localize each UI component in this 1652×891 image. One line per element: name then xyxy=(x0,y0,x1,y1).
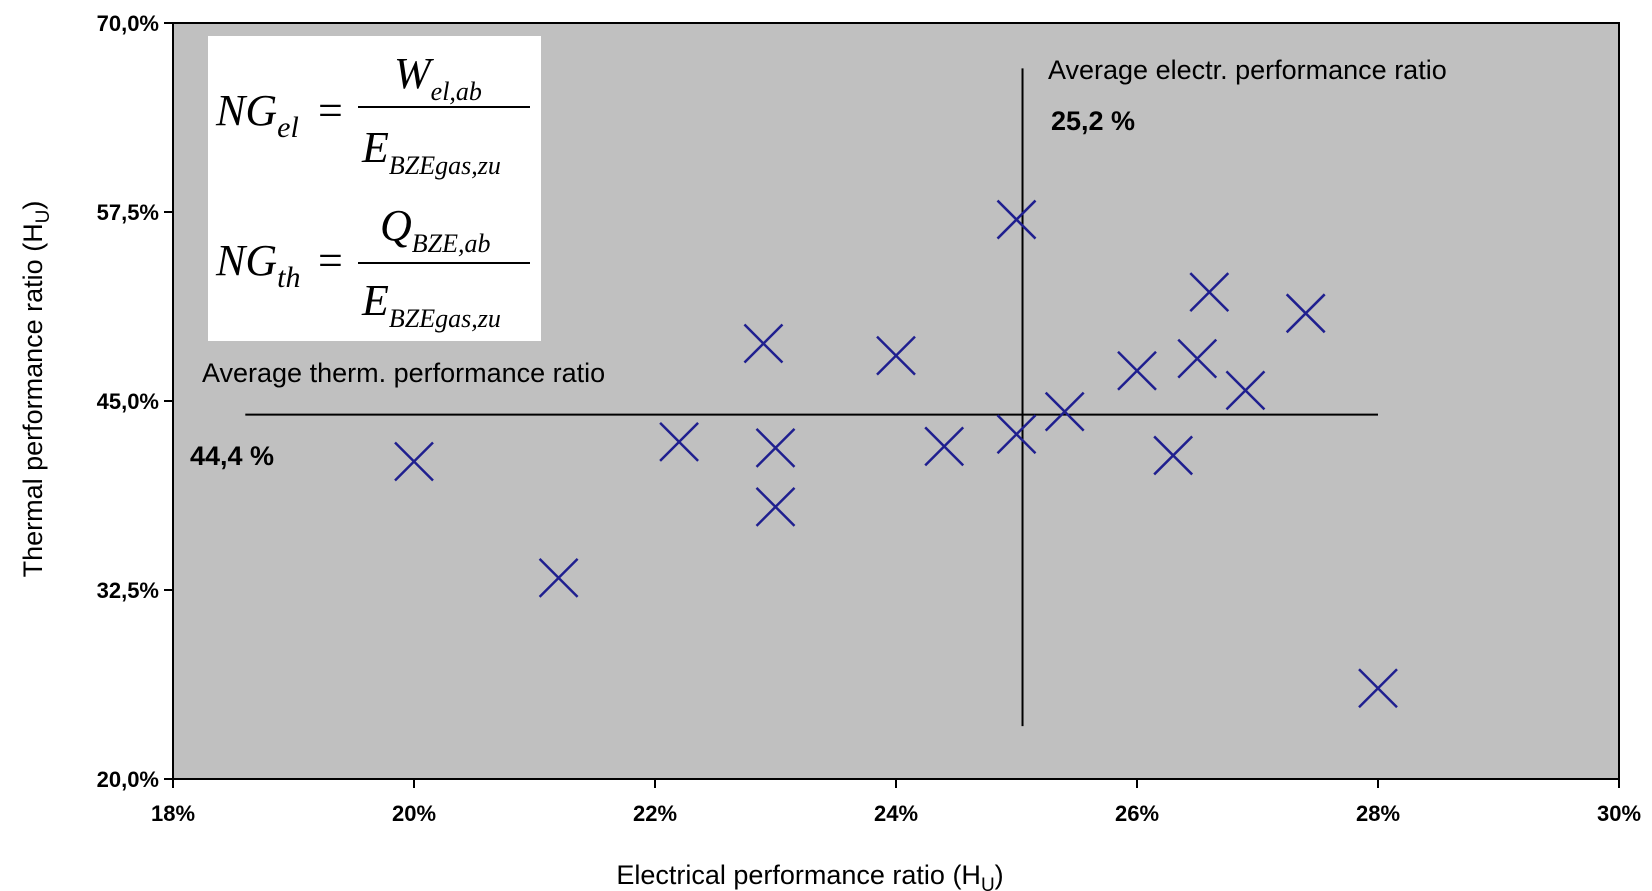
x-tick-label: 20% xyxy=(392,801,436,826)
formula-1-numerator: Wel,ab xyxy=(394,49,482,106)
y-axis-title: Thermal performance ratio (HU) xyxy=(18,201,54,578)
y-tick-label: 20,0% xyxy=(97,767,159,792)
data-point xyxy=(538,558,579,598)
formula-2-equals: = xyxy=(318,236,343,285)
formula-2-numerator: QBZE,ab xyxy=(380,201,491,258)
data-point xyxy=(876,335,916,376)
average-electr-value: 25,2 % xyxy=(1051,106,1135,136)
average-therm-value: 44,4 % xyxy=(190,441,274,471)
average-therm-label: Average therm. performance ratio xyxy=(202,358,605,388)
data-point xyxy=(1117,350,1157,391)
data-point xyxy=(1044,391,1085,432)
formula-box: NGel = Wel,ab EBZEgas,zu NGth = QBZE,ab … xyxy=(208,36,541,341)
formula-1-denominator: EBZEgas,zu xyxy=(361,123,501,180)
data-point xyxy=(924,426,965,467)
y-tick-label: 32,5% xyxy=(97,578,159,603)
x-tick-label: 24% xyxy=(874,801,918,826)
y-axis: 20,0% 32,5% 45,0% 57,5% 70,0% xyxy=(97,11,173,792)
data-point xyxy=(1153,435,1194,476)
y-tick-label: 45,0% xyxy=(97,389,159,414)
x-tick-label: 30% xyxy=(1597,801,1641,826)
x-tick-label: 28% xyxy=(1356,801,1400,826)
average-electr-label: Average electr. performance ratio xyxy=(1048,55,1447,85)
data-point xyxy=(1358,668,1398,709)
y-tick-label: 70,0% xyxy=(97,11,159,36)
x-axis: 18% 20% 22% 24% 26% 28% 30% xyxy=(151,779,1641,826)
data-point xyxy=(755,427,796,468)
formula-1-lhs: NGel xyxy=(215,86,299,144)
data-point xyxy=(659,421,699,462)
data-point xyxy=(1285,293,1326,334)
data-point xyxy=(1189,272,1230,313)
x-tick-label: 18% xyxy=(151,801,195,826)
x-tick-label: 26% xyxy=(1115,801,1159,826)
x-tick-label: 22% xyxy=(633,801,677,826)
formula-2-denominator: EBZEgas,zu xyxy=(361,276,501,333)
data-point xyxy=(996,414,1037,455)
x-axis-title: Electrical performance ratio (HU) xyxy=(616,860,1003,891)
formula-1-equals: = xyxy=(318,86,343,135)
formula-background xyxy=(208,36,541,341)
reference-lines xyxy=(245,68,1378,727)
data-point xyxy=(996,199,1037,240)
formula-2-lhs: NGth xyxy=(215,236,300,294)
data-points xyxy=(394,199,1398,709)
data-point xyxy=(743,323,784,364)
y-tick-label: 57,5% xyxy=(97,200,159,225)
data-point xyxy=(1225,370,1266,411)
data-point xyxy=(755,486,796,527)
data-point xyxy=(394,441,434,482)
data-point xyxy=(1177,338,1218,379)
